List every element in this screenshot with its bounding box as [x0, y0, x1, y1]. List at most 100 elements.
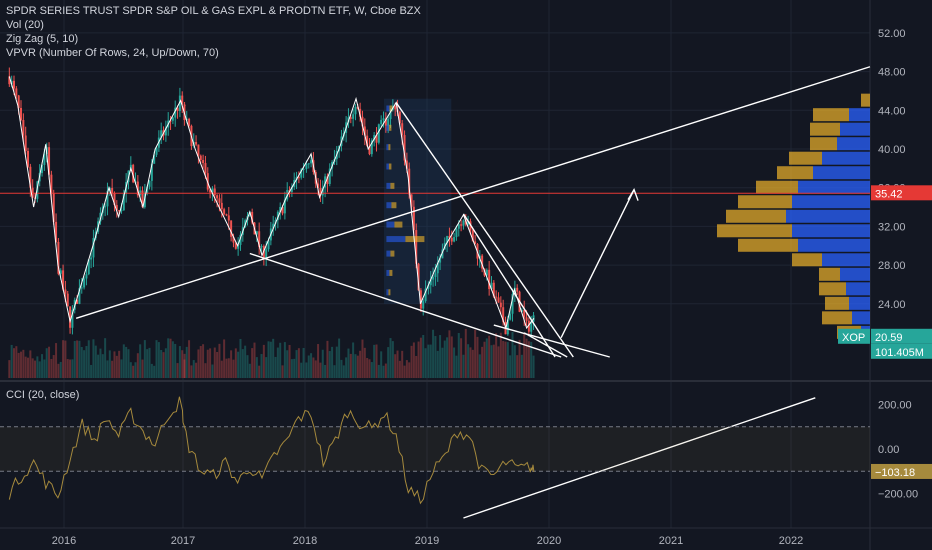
volume-bar [129, 362, 132, 378]
volume-bar [115, 355, 118, 378]
volume-profile [386, 93, 870, 339]
candle-body [509, 313, 512, 320]
volume-bar [363, 347, 366, 378]
vpvr-session-down-bar [389, 105, 393, 112]
volume-bar [506, 342, 509, 378]
volume-label: 101.405M [875, 347, 924, 359]
hline-price-label: 35.42 [875, 188, 903, 200]
volume-bar [157, 342, 160, 378]
vpvr-up-bar [849, 108, 870, 122]
volume-bar [513, 345, 516, 378]
candle-body [328, 168, 331, 184]
indicator-vpvr[interactable]: VPVR (Number Of Rows, 24, Up/Down, 70) [6, 47, 219, 59]
volume-bar [283, 342, 286, 378]
volume-bar [258, 365, 261, 378]
volume-bar [527, 341, 530, 378]
vpvr-session-down-bar [388, 289, 391, 296]
volume-bar [324, 364, 327, 378]
candle-body [115, 204, 118, 211]
volume-bar [520, 354, 523, 378]
indicator-volume[interactable]: Vol (20) [6, 19, 44, 31]
volume-bar [288, 344, 291, 378]
volume-bar [85, 346, 88, 378]
volume-bar [405, 360, 408, 378]
volume-bar [141, 359, 144, 378]
volume-bar [450, 336, 453, 378]
volume-bar [377, 364, 380, 378]
volume-bar [52, 355, 55, 378]
volume-bar [342, 365, 345, 378]
y-tick-label: 48.00 [878, 67, 906, 79]
candle-body [389, 109, 392, 120]
volume-bar [497, 346, 500, 378]
volume-bar [132, 365, 135, 378]
candle-body [481, 255, 484, 269]
volume-bar [22, 349, 25, 378]
volume-bar [412, 342, 415, 378]
indicator-zigzag[interactable]: Zig Zag (5, 10) [6, 33, 79, 45]
volume-bar [448, 330, 451, 378]
zigzag-line [8, 76, 535, 330]
volume-bar [90, 364, 93, 378]
candle-body [384, 118, 387, 126]
volume-bar [169, 338, 172, 378]
cci-line [8, 396, 535, 505]
candle-body [211, 188, 214, 193]
candle-body [359, 108, 362, 117]
candle-body [516, 287, 519, 292]
candle-body [368, 146, 371, 155]
volume-bar [71, 359, 74, 378]
vpvr-up-bar [813, 166, 870, 180]
volume-bar [436, 350, 439, 378]
vpvr-session-down-bar [388, 144, 391, 151]
candle-body [220, 202, 223, 210]
volume-bar [78, 340, 81, 378]
volume-bar [469, 347, 472, 378]
candle-body [302, 168, 305, 170]
candle-body [366, 135, 369, 147]
volume-bar [460, 338, 463, 378]
volume-bar [146, 349, 149, 378]
candle-body [415, 230, 418, 264]
volume-bar [87, 340, 90, 378]
candle-body [202, 159, 205, 164]
volume-bar [488, 335, 491, 378]
candle-body [417, 263, 420, 291]
candle-body [462, 220, 465, 226]
volume-bar [502, 340, 505, 378]
vpvr-session-down-bar [391, 202, 397, 209]
volume-bar [305, 362, 308, 378]
volume-bar [80, 346, 83, 378]
volume-bar [462, 354, 465, 378]
volume-bar [485, 338, 488, 378]
candle-body [439, 258, 442, 263]
volume-bar [387, 347, 390, 378]
trendline [523, 332, 568, 358]
vpvr-session-up-bar [386, 182, 391, 189]
x-tick-label: 2016 [52, 535, 76, 547]
volume-bar [148, 347, 151, 378]
candle-body [248, 211, 251, 217]
volume-bar [453, 347, 456, 378]
vpvr-up-bar [792, 195, 870, 209]
candle-body [176, 107, 179, 112]
candle-body [27, 150, 30, 167]
volume-bar [174, 343, 177, 378]
vpvr-session-down-bar [390, 250, 395, 257]
volume-bar [192, 360, 195, 378]
volume-bar [523, 333, 526, 378]
volume-bar [204, 363, 207, 378]
volume-bar [446, 337, 449, 378]
trendline-drawings[interactable] [75, 66, 871, 519]
volume-bar [384, 363, 387, 378]
candle-body [22, 120, 25, 136]
volume-label-box [871, 343, 932, 359]
vpvr-down-bar [717, 224, 792, 238]
volume-bar [307, 355, 310, 378]
candle-body [474, 241, 477, 245]
volume-bar [326, 340, 329, 378]
candle-body [197, 144, 200, 156]
volume-bar [185, 346, 188, 378]
indicator-cci[interactable]: CCI (20, close) [6, 389, 80, 401]
